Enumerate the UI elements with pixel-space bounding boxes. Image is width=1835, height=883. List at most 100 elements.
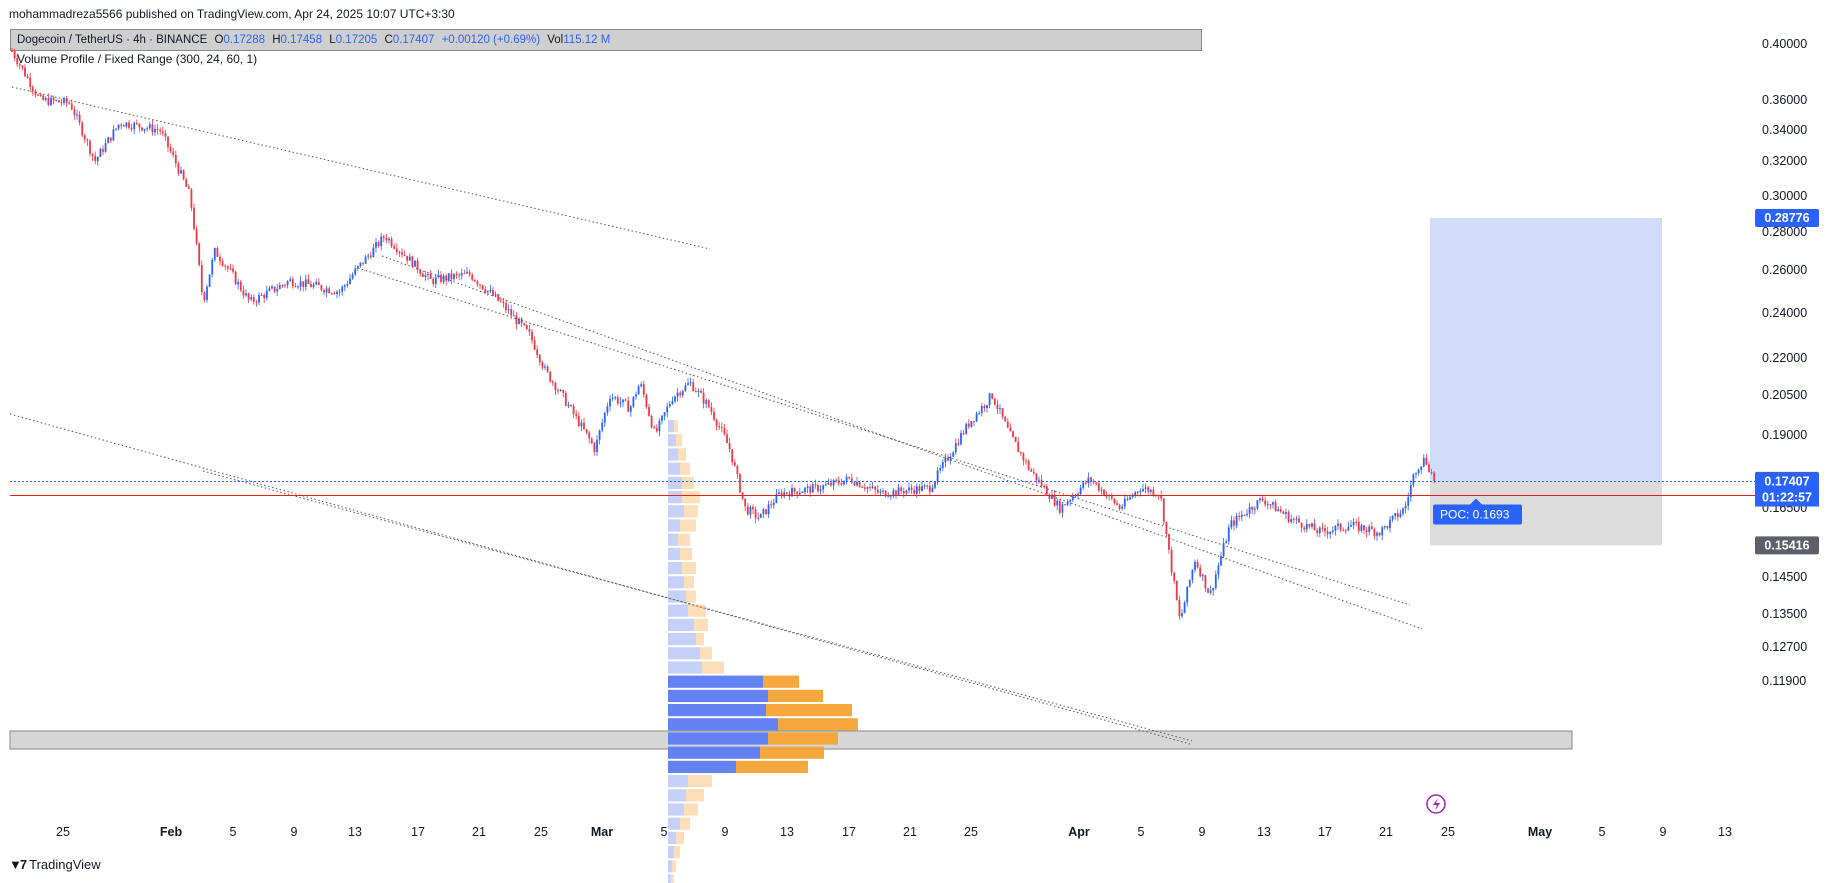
candle-body — [611, 397, 614, 399]
candle-body — [1347, 526, 1350, 531]
candle-body — [1175, 580, 1178, 600]
candle-body — [515, 315, 518, 325]
candle-body — [380, 236, 383, 246]
candle-body — [359, 262, 362, 266]
candle-body — [437, 274, 440, 278]
price-badge-text: 0.28776 — [1764, 211, 1809, 225]
candle-body — [887, 496, 890, 498]
candle-body — [450, 273, 453, 280]
candle-body — [736, 465, 739, 475]
candle-body — [645, 394, 648, 407]
candle-body — [1160, 495, 1163, 499]
candle-body — [520, 318, 523, 324]
vp-up-bar — [668, 604, 688, 617]
candle-body — [1074, 495, 1077, 497]
candle-body — [744, 498, 747, 507]
candle-body — [1344, 530, 1347, 532]
candle-body — [268, 288, 271, 291]
candle-body — [785, 492, 788, 494]
time-tick-label: 13 — [348, 825, 362, 839]
candle-body — [559, 390, 562, 392]
candle-body — [193, 207, 195, 229]
candle-body — [1165, 521, 1168, 535]
vp-down-bar — [696, 633, 704, 646]
candle-body — [304, 279, 307, 287]
candle-body — [1022, 453, 1025, 461]
candle-body — [424, 275, 427, 277]
candle-body — [944, 457, 947, 463]
candle-body — [11, 51, 13, 52]
candle-body — [752, 507, 754, 510]
candle-body — [406, 255, 409, 261]
price-badge-bg — [1755, 488, 1819, 507]
vp-up-bar — [668, 860, 672, 873]
candle-body — [1048, 494, 1051, 499]
candle-body — [434, 277, 437, 284]
candle-body — [299, 281, 302, 287]
candle-body — [593, 443, 596, 453]
candle-body — [512, 315, 515, 317]
candle-body — [1391, 515, 1394, 520]
symbol-legend[interactable]: Dogecoin / TetherUS · 4h · BINANCE O0.17… — [10, 29, 1202, 51]
candle-body — [180, 170, 182, 174]
candle-body — [294, 286, 297, 288]
candle-body — [642, 384, 645, 395]
candle-body — [801, 491, 804, 493]
candle-body — [211, 259, 214, 275]
indicator-label[interactable]: Volume Profile / Fixed Range (300, 24, 6… — [17, 52, 258, 66]
candle-body — [1217, 565, 1220, 575]
vp-up-bar — [668, 846, 674, 859]
candle-body — [156, 129, 159, 131]
candle-body — [455, 274, 458, 276]
candle-body — [174, 155, 177, 164]
candle-body — [970, 421, 973, 427]
candle-body — [772, 502, 775, 505]
candle-body — [473, 279, 476, 282]
vp-up-bar — [668, 704, 766, 717]
candle-body — [684, 385, 687, 391]
low-label: L — [329, 34, 336, 46]
candle-body — [978, 412, 981, 414]
candle-body — [463, 273, 466, 275]
candle-body — [1399, 513, 1402, 518]
candle-body — [1404, 505, 1407, 509]
candle-body — [239, 281, 242, 291]
vp-up-bar — [668, 775, 688, 788]
candle-body — [1303, 527, 1306, 530]
candle-body — [1100, 489, 1103, 491]
candle-body — [668, 403, 671, 407]
candle-body — [1352, 521, 1355, 526]
vp-down-bar — [694, 618, 708, 631]
candle-body — [757, 517, 760, 519]
candle-body — [1097, 483, 1100, 491]
time-tick-label: 25 — [56, 825, 70, 839]
candle-body — [1134, 492, 1137, 496]
candle-body — [429, 274, 432, 280]
footer[interactable]: ▼7 TradingView — [9, 857, 101, 872]
candle-body — [1272, 502, 1274, 505]
candle-body — [616, 397, 619, 404]
candle-body — [317, 281, 320, 286]
high-value: 0.17458 — [280, 34, 323, 46]
candle-body — [133, 122, 136, 130]
candle-body — [1178, 599, 1181, 617]
candle-body — [297, 286, 299, 288]
candle-body — [1412, 474, 1415, 486]
lightning-icon-bolt — [1433, 798, 1440, 811]
vp-up-bar — [668, 590, 686, 603]
candle-body — [653, 427, 656, 429]
candle-body — [705, 400, 708, 404]
candle-body — [221, 261, 224, 266]
time-tick-label: 5 — [230, 825, 237, 839]
candle-body — [138, 123, 141, 128]
candle-body — [1186, 586, 1189, 603]
candle-body — [1389, 519, 1391, 529]
candle-body — [1313, 523, 1316, 531]
candle-body — [252, 297, 255, 302]
candle-body — [55, 100, 58, 102]
candle-body — [492, 290, 494, 296]
candle-body — [312, 284, 315, 288]
time-tick-label: 17 — [842, 825, 856, 839]
candle-body — [499, 300, 502, 302]
